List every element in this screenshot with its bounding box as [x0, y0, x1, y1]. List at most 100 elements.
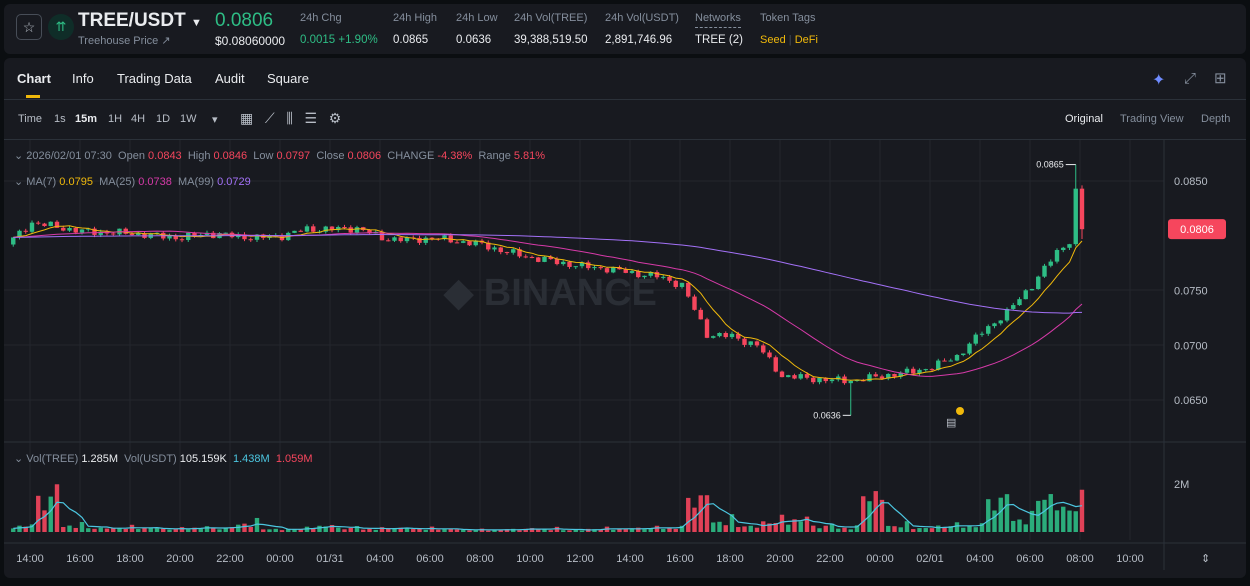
candle-body	[754, 341, 760, 346]
volume-bar	[854, 525, 860, 532]
volume-bar	[761, 521, 766, 532]
high-value: 0.0846	[213, 150, 248, 162]
candle-body	[486, 242, 491, 250]
indicator-icon[interactable]: ⟋	[264, 110, 275, 126]
pair-selector[interactable]: TREE/USDT ▼	[78, 10, 202, 32]
interval-dropdown[interactable]: ▾	[212, 114, 218, 126]
volume-bar	[498, 530, 503, 532]
candle-body	[829, 379, 835, 382]
candle-type-icon[interactable]: ⫼	[286, 110, 293, 126]
candle-body	[329, 226, 335, 231]
favorite-button[interactable]: ☆	[16, 14, 42, 40]
settings-list-icon[interactable]: ☰	[304, 110, 318, 126]
candle-body	[386, 240, 391, 242]
vol-ma-value: 1.438M	[233, 453, 270, 465]
volume-bar	[142, 528, 147, 532]
volume-bar	[279, 530, 285, 532]
volume-bar	[911, 529, 916, 532]
candle-body	[711, 336, 716, 338]
candle-body	[698, 309, 703, 320]
candle-body	[1061, 247, 1066, 251]
candle-body	[786, 375, 791, 378]
collapse-icon[interactable]: ⌄	[14, 176, 24, 188]
collapse-icon[interactable]: ⌄	[14, 453, 24, 465]
volume-bar	[461, 529, 466, 532]
fullscreen-icon[interactable]: ⤢	[1184, 70, 1197, 87]
tab-chart[interactable]: Chart	[17, 71, 51, 86]
candle-body	[979, 333, 985, 335]
volume-bar	[629, 528, 635, 532]
candle-body	[492, 247, 497, 250]
volume-bar	[236, 524, 241, 532]
candle-body	[423, 237, 428, 243]
time-tick: 08:00	[466, 553, 494, 565]
collapse-icon[interactable]: ⌄	[14, 150, 24, 162]
interval-1H[interactable]: 1H	[108, 113, 123, 125]
tab-square[interactable]: Square	[267, 71, 309, 86]
volume-bar	[198, 528, 203, 532]
volume-bar	[167, 529, 172, 532]
candle-body	[898, 372, 903, 377]
price-tick: 0.0700	[1174, 340, 1208, 352]
time-tick: 12:00	[566, 553, 594, 565]
tab-audit[interactable]: Audit	[215, 71, 245, 86]
binance-watermark: ◆ BINANCE	[443, 272, 657, 314]
volume-legend: ⌄ Vol(TREE) 1.285M Vol(USDT) 105.159K 1.…	[14, 452, 313, 465]
candle-body	[592, 267, 597, 269]
candle-body	[523, 256, 528, 258]
star-icon: ☆	[22, 19, 36, 35]
interval-4H[interactable]: 4H	[131, 113, 146, 125]
low-value: 0.0797	[276, 150, 311, 162]
volume-bar	[836, 528, 841, 532]
interval-Time[interactable]: Time	[18, 113, 43, 125]
candle-body	[54, 221, 60, 228]
stat-label: 24h Vol(USDT)	[605, 12, 679, 24]
volume-bar	[817, 528, 822, 532]
layout-icon[interactable]: ⊞	[1214, 70, 1227, 87]
stat-value: 2,891,746.96	[605, 34, 673, 46]
current-price-label: 0.0806	[1180, 224, 1214, 236]
interval-1s[interactable]: 1s	[54, 113, 66, 125]
volume-bar	[1036, 500, 1041, 532]
volume-bar	[129, 524, 135, 532]
volume-bar	[573, 529, 578, 532]
change-value: -4.38%	[437, 150, 473, 162]
time-tick: 18:00	[716, 553, 744, 565]
ai-icon[interactable]: ✦	[1152, 72, 1166, 89]
time-tick: 00:00	[266, 553, 294, 565]
volume-bar	[136, 529, 141, 532]
candle-body	[111, 233, 116, 235]
volume-bar	[1042, 499, 1047, 532]
candlestick-chart[interactable]: ◆ BINANCE 0.0850 0.0750 0.0700 0.0650 2M 14:00…	[4, 140, 1246, 578]
candle-body	[704, 319, 710, 338]
volume-bar	[886, 525, 891, 532]
tag-defi[interactable]: DeFi	[794, 34, 818, 46]
volume-bar	[454, 529, 460, 532]
candle-body	[798, 374, 803, 379]
tab-info[interactable]: Info	[72, 71, 94, 86]
volume-bar	[767, 523, 772, 532]
price-link[interactable]: Treehouse Price ↗	[78, 35, 171, 47]
volume-bar	[811, 525, 816, 532]
tab-trading-data[interactable]: Trading Data	[117, 71, 192, 86]
candle-body	[342, 227, 347, 229]
volume-bar	[104, 528, 110, 532]
price-tick: 0.0650	[1174, 395, 1208, 407]
tag-seed[interactable]: Seed	[760, 34, 786, 46]
candle-body	[854, 380, 860, 382]
stat-value[interactable]: TREE (2)	[695, 34, 743, 46]
candle-body	[967, 343, 972, 354]
view-depth[interactable]: Depth	[1201, 113, 1231, 125]
candle-body	[648, 272, 653, 276]
interval-1W[interactable]: 1W	[180, 113, 197, 125]
volume-bar	[173, 529, 178, 532]
gear-icon[interactable]: ⚙	[328, 110, 342, 126]
candle-body	[761, 345, 766, 353]
view-trading-view[interactable]: Trading View	[1120, 113, 1184, 125]
candle-body	[29, 222, 35, 232]
volume-bar	[829, 523, 835, 532]
interval-15m[interactable]: 15m	[75, 113, 98, 125]
view-original[interactable]: Original	[1065, 113, 1103, 125]
calendar-icon[interactable]: ▦	[240, 110, 254, 126]
interval-1D[interactable]: 1D	[156, 113, 171, 125]
